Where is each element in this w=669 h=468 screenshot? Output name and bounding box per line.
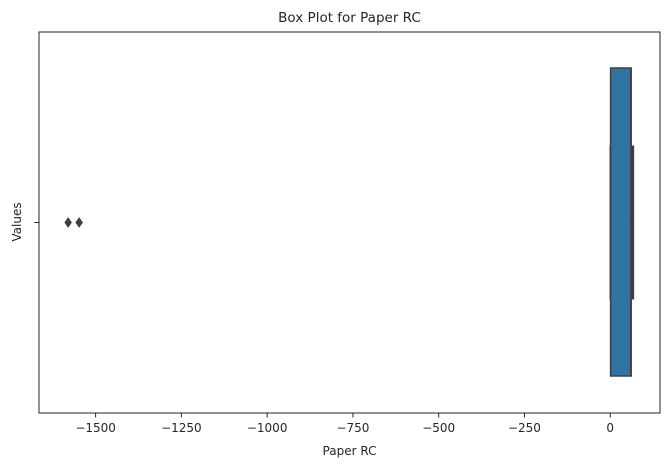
x-axis: −1500 −1250 −1000 −750 −500 −250 0 <box>75 413 614 435</box>
chart-title: Box Plot for Paper RC <box>278 10 421 26</box>
x-tick-label-2: −1000 <box>247 421 288 435</box>
x-tick-label-5: −250 <box>508 421 541 435</box>
outlier-point-0 <box>64 217 72 228</box>
y-axis-label: Values <box>10 202 24 241</box>
x-tick-label-1: −1250 <box>161 421 202 435</box>
x-axis-label: Paper RC <box>323 444 377 458</box>
x-tick-label-0: −1500 <box>75 421 116 435</box>
x-tick-label-3: −750 <box>336 421 369 435</box>
plot-area <box>64 67 635 377</box>
box-iqr <box>609 67 632 377</box>
x-tick-label-4: −500 <box>422 421 455 435</box>
outlier-point-1 <box>75 217 83 228</box>
x-tick-label-6: 0 <box>606 421 614 435</box>
axes-frame <box>38 31 661 414</box>
